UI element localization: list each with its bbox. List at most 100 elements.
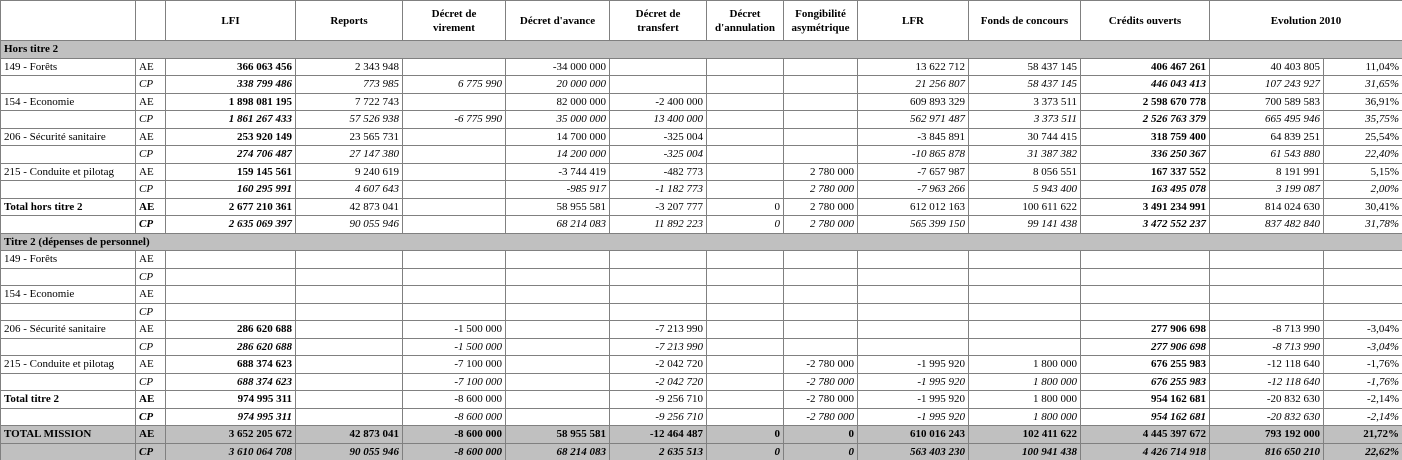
row-label [0,145,136,164]
value-cell: 338 799 486 [165,75,296,94]
value-cell: 6 775 990 [402,75,506,94]
value-cell: -1 995 920 [857,407,969,426]
value-cell: 954 162 681 [1080,390,1210,409]
value-cell: 676 255 983 [1080,355,1210,374]
value-cell [857,337,969,356]
table-row: CP 160 295 991 4 607 643 -985 917 -1 182 773… [0,180,1402,199]
value-cell [505,320,610,339]
value-cell: -2 042 720 [609,372,707,391]
value-cell [857,302,969,321]
row-type: AE [135,57,166,76]
value-cell: -20 832 630 [1209,407,1324,426]
value-cell [609,57,707,76]
value-cell: 11,04% [1322,57,1402,76]
value-cell: 793 192 000 [1209,425,1324,444]
value-cell: -1 995 920 [857,355,969,374]
value-cell: 21,72% [1322,425,1402,444]
column-header: Décret de transfert [609,0,707,41]
value-cell: -2 042 720 [609,355,707,374]
value-cell [609,75,707,94]
row-label [0,267,136,286]
value-cell [402,145,506,164]
value-cell: -6 775 990 [402,110,506,129]
value-cell [295,407,403,426]
row-label: 154 - Economie [0,92,136,111]
header-blank [0,0,136,41]
value-cell [857,250,969,269]
table-row: Titre 2 (dépenses de personnel) [0,232,1402,251]
value-cell: 1 861 267 433 [165,110,296,129]
row-label: 206 - Sécurité sanitaire [0,320,136,339]
value-cell: 25,54% [1322,127,1402,146]
value-cell: 4 445 397 672 [1080,425,1210,444]
column-header-text: Fonds de concours [980,14,1069,27]
section-title: Titre 2 (dépenses de personnel) [0,232,1402,251]
column-header: Décret d'avance [505,0,610,41]
value-cell: 27 147 380 [295,145,403,164]
value-cell: 3 373 511 [968,110,1081,129]
value-cell: 2 526 763 379 [1080,110,1210,129]
value-cell: -8 600 000 [402,442,506,460]
value-cell: -8 600 000 [402,390,506,409]
value-cell: 610 016 243 [857,425,969,444]
value-cell: -3 744 419 [505,162,610,181]
row-type: CP [135,302,166,321]
row-type: CP [135,180,166,199]
value-cell: 40 403 805 [1209,57,1324,76]
value-cell [706,372,784,391]
row-label: Total hors titre 2 [0,197,136,216]
value-cell: 4 607 643 [295,180,403,199]
row-label [0,75,136,94]
table-row: 206 - Sécurité sanitaire AE 286 620 688 -1 … [0,320,1402,339]
value-cell [1322,250,1402,269]
value-cell: 58 437 145 [968,57,1081,76]
value-cell [783,92,858,111]
value-cell: 14 700 000 [505,127,610,146]
table-row: CP 286 620 688 -1 500 000 -7 213 990 277 906… [0,337,1402,356]
row-type: CP [135,75,166,94]
column-header-text: Evolution 2010 [1270,14,1342,27]
value-cell [857,267,969,286]
value-cell [783,285,858,304]
value-cell: -325 004 [609,145,707,164]
value-cell: 277 906 698 [1080,320,1210,339]
value-cell: -9 256 710 [609,407,707,426]
value-cell: -7 213 990 [609,337,707,356]
value-cell: 1 898 081 195 [165,92,296,111]
header-row: LFI Reports Décret de virement Décret d'ava… [0,0,1402,41]
row-label [0,442,136,460]
value-cell: 1 800 000 [968,355,1081,374]
value-cell [857,320,969,339]
value-cell [706,127,784,146]
value-cell: 3 472 552 237 [1080,215,1210,234]
value-cell: 7 722 743 [295,92,403,111]
value-cell: 160 295 991 [165,180,296,199]
value-cell: 974 995 311 [165,407,296,426]
column-header: LFR [857,0,969,41]
value-cell [505,285,610,304]
value-cell [1080,285,1210,304]
value-cell: -8 600 000 [402,407,506,426]
row-type: AE [135,162,166,181]
value-cell: 814 024 630 [1209,197,1324,216]
value-cell: 773 985 [295,75,403,94]
value-cell: 837 482 840 [1209,215,1324,234]
value-cell [295,390,403,409]
value-cell: 9 240 619 [295,162,403,181]
value-cell [165,285,296,304]
table-body: Hors titre 2 149 - Forêts AE 366 063 456 2 3… [0,40,1402,460]
value-cell: -7 657 987 [857,162,969,181]
value-cell: 366 063 456 [165,57,296,76]
value-cell: 2 780 000 [783,215,858,234]
value-cell: 23 565 731 [295,127,403,146]
value-cell [1209,250,1324,269]
value-cell: 42 873 041 [295,197,403,216]
value-cell [1322,302,1402,321]
row-type: AE [135,355,166,374]
value-cell [295,285,403,304]
value-cell [402,302,506,321]
value-cell: 688 374 623 [165,372,296,391]
value-cell: 82 000 000 [505,92,610,111]
value-cell [1209,285,1324,304]
value-cell: -1 995 920 [857,390,969,409]
